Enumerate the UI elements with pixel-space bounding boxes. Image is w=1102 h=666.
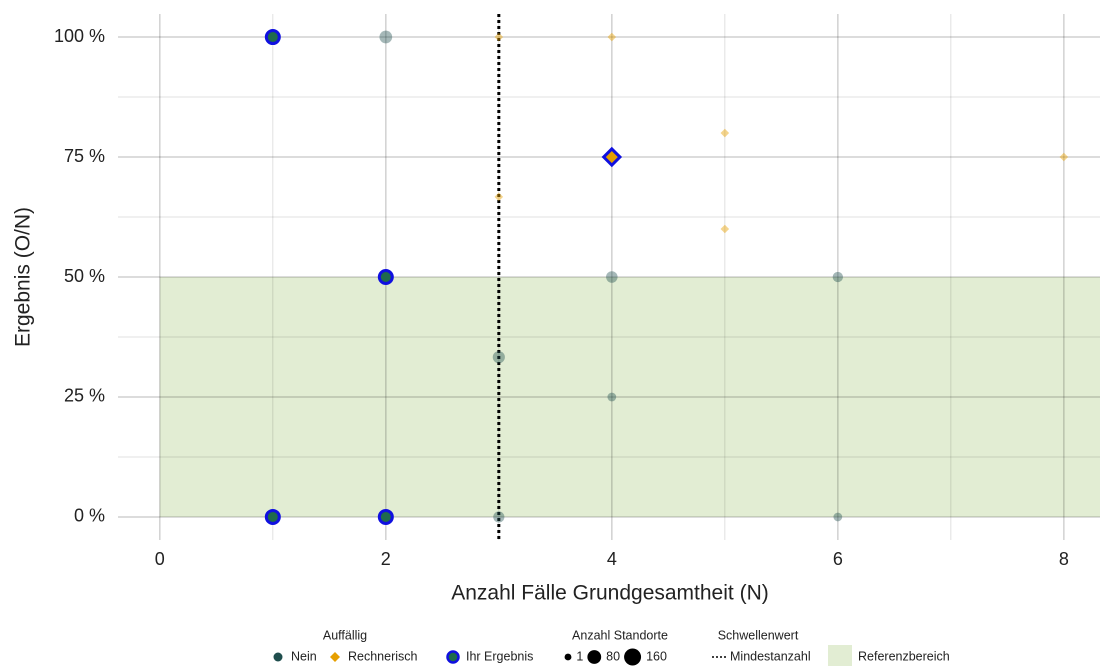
x-tick-label: 8 [1059, 549, 1069, 569]
y-tick-label: 0 % [74, 506, 105, 526]
point [833, 512, 843, 522]
point [607, 392, 617, 402]
legend-label: Mindestanzahl [730, 649, 811, 663]
legend-size [587, 650, 602, 664]
point [607, 32, 617, 42]
legend-size [624, 648, 642, 666]
legend-size [564, 653, 572, 661]
point [492, 351, 505, 364]
highlight-point [377, 508, 394, 525]
legend-label: 160 [646, 649, 667, 663]
x-axis-title: Anzahl Fälle Grundgesamtheit (N) [451, 582, 768, 605]
point [720, 128, 730, 138]
point [832, 271, 844, 283]
point [720, 224, 730, 234]
x-tick-label: 0 [155, 549, 165, 569]
legend-label: Rechnerisch [348, 649, 418, 663]
point [494, 192, 504, 202]
x-tick-label: 2 [381, 549, 391, 569]
legend-label: 1 [576, 649, 583, 663]
point [494, 32, 504, 42]
legend-title: Anzahl Standorte [572, 628, 668, 642]
highlight-point [264, 29, 281, 46]
y-tick-label: 100 % [54, 26, 105, 46]
legend-title: Schwellenwert [718, 628, 799, 642]
y-tick-label: 50 % [64, 266, 105, 286]
legend-symbol [446, 650, 460, 664]
point [493, 511, 505, 523]
legend-label: Ihr Ergebnis [466, 649, 533, 663]
y-tick-label: 25 % [64, 386, 105, 406]
point [379, 30, 393, 44]
legend-label: 80 [606, 649, 620, 663]
legend-reference [828, 645, 852, 666]
legend-label: Nein [291, 649, 317, 663]
point [606, 271, 618, 283]
y-axis-title: Ergebnis (O/N) [12, 207, 35, 347]
reference-area [159, 277, 1100, 517]
highlight-point [601, 146, 623, 168]
legend-label: Referenzbereich [858, 649, 950, 663]
highlight-point [377, 269, 394, 285]
legend-symbol [330, 652, 340, 662]
point [1059, 152, 1069, 162]
x-tick-label: 4 [607, 549, 617, 569]
legend-symbol [273, 652, 283, 662]
y-tick-label: 75 % [64, 146, 105, 166]
highlight-point [264, 508, 281, 525]
x-tick-label: 6 [833, 549, 843, 569]
legend-title: Auffällig [323, 628, 367, 642]
